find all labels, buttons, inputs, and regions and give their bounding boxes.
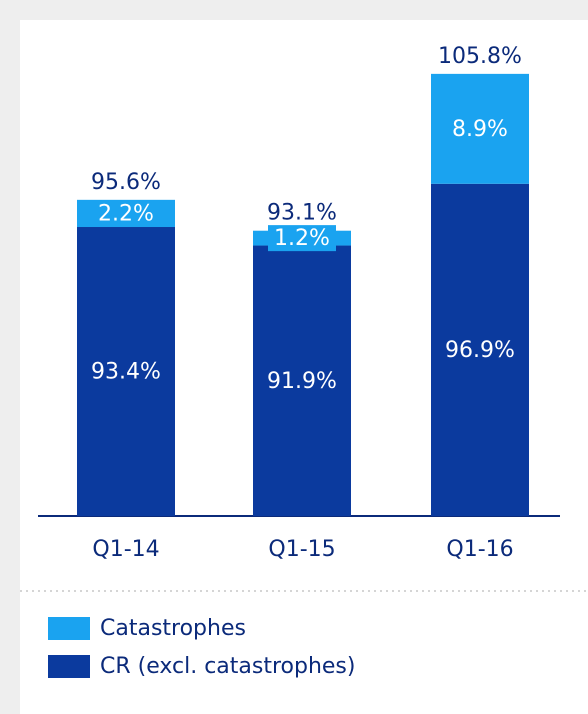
bar-segment: [77, 199, 175, 228]
value-label: 96.9%: [445, 338, 515, 363]
label-bg: [268, 225, 336, 252]
value-label: 2.2%: [98, 201, 154, 226]
total-label: 93.1%: [267, 201, 337, 226]
value-label: 1.2%: [274, 226, 330, 251]
legend-label: Catastrophes: [100, 616, 246, 641]
x-tick-label: Q1-16: [446, 537, 513, 562]
bar-segment: [253, 245, 351, 516]
total-label: 95.6%: [91, 170, 161, 195]
bar-segment: [77, 227, 175, 516]
bar-segment: [431, 73, 529, 184]
bar-segment: [431, 183, 529, 516]
value-label: 93.4%: [91, 360, 161, 385]
total-label: 105.8%: [438, 44, 522, 69]
legend-swatch: [48, 617, 90, 640]
x-tick-label: Q1-15: [268, 537, 335, 562]
legend-label: CR (excl. catastrophes): [100, 654, 355, 679]
value-label: 8.9%: [452, 117, 508, 142]
legend-swatch: [48, 655, 90, 678]
x-tick-label: Q1-14: [92, 537, 159, 562]
value-label: 91.9%: [267, 369, 337, 394]
